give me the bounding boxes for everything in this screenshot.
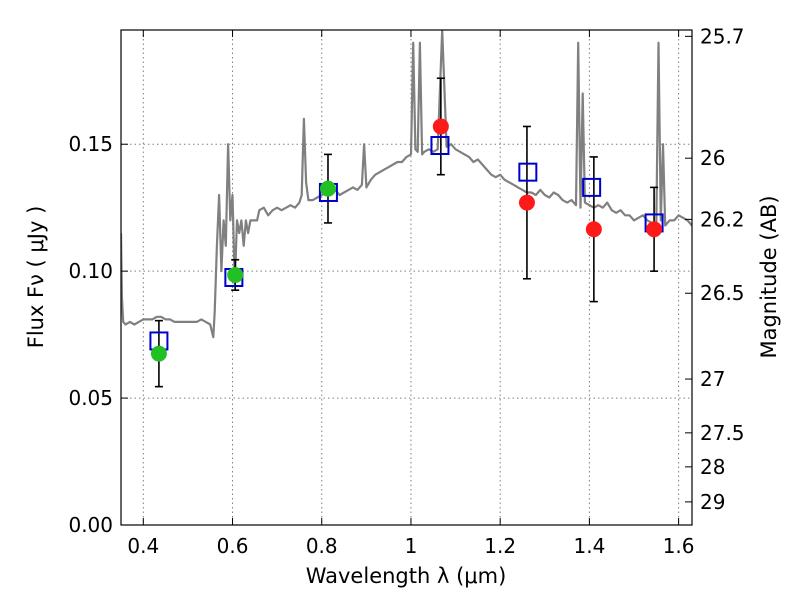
model-photometry-square	[430, 136, 450, 155]
y-tick-label: 0.00	[68, 513, 113, 537]
nir-obs-point	[646, 221, 663, 238]
x-tick-label: 0.8	[306, 534, 338, 558]
y-axis-label: Flux Fν ( μJy )	[24, 206, 48, 349]
model-spectrum-line	[121, 30, 692, 339]
right-tick-label: 27	[700, 367, 725, 391]
optical-obs-point	[227, 266, 244, 283]
model-photometry-square	[518, 162, 538, 182]
right-tick-label: 27.5	[700, 421, 745, 445]
right-axis-label: Magnitude (AB)	[757, 195, 781, 358]
right-tick-label: 28	[700, 455, 725, 479]
x-tick-label: 1.4	[573, 534, 605, 558]
ticks-layer	[121, 30, 692, 526]
x-tick-label: 1	[405, 534, 418, 558]
nir-obs-point	[518, 194, 535, 211]
right-tick-label: 25.7	[700, 24, 745, 48]
right-tick-label: 26.2	[700, 207, 745, 231]
x-tick-label: 1.2	[484, 534, 516, 558]
nir-obs-point	[432, 118, 449, 135]
x-tick-label: 0.6	[217, 534, 249, 558]
tick-labels-layer: 0.4 0.6 0.8 1 1.2 1.4 1.6 0.00 0.05 0.10 0.15 25.7 2…	[68, 24, 744, 558]
optical-obs-point	[319, 180, 336, 197]
x-tick-label: 1.6	[663, 534, 695, 558]
y-tick-label: 0.05	[68, 386, 113, 410]
right-tick-label: 29	[700, 490, 725, 514]
grid-lines	[121, 30, 692, 526]
y-tick-label: 0.10	[68, 259, 113, 283]
points-layer	[149, 118, 664, 362]
model-spectrum-layer	[121, 30, 692, 339]
optical-obs-point	[150, 345, 167, 362]
right-tick-label: 26.5	[700, 281, 745, 305]
model-photometry-square	[582, 177, 602, 197]
x-tick-label: 0.4	[127, 534, 159, 558]
y-tick-label: 0.15	[68, 132, 113, 156]
nir-obs-point	[585, 221, 602, 238]
x-axis-label: Wavelength λ (μm)	[306, 564, 507, 588]
plot-frame	[120, 29, 693, 526]
right-tick-label: 26	[700, 146, 725, 170]
